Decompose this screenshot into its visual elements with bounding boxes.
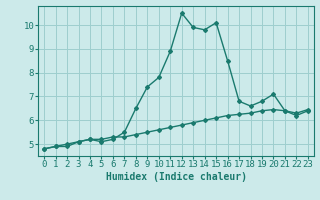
- X-axis label: Humidex (Indice chaleur): Humidex (Indice chaleur): [106, 172, 246, 182]
